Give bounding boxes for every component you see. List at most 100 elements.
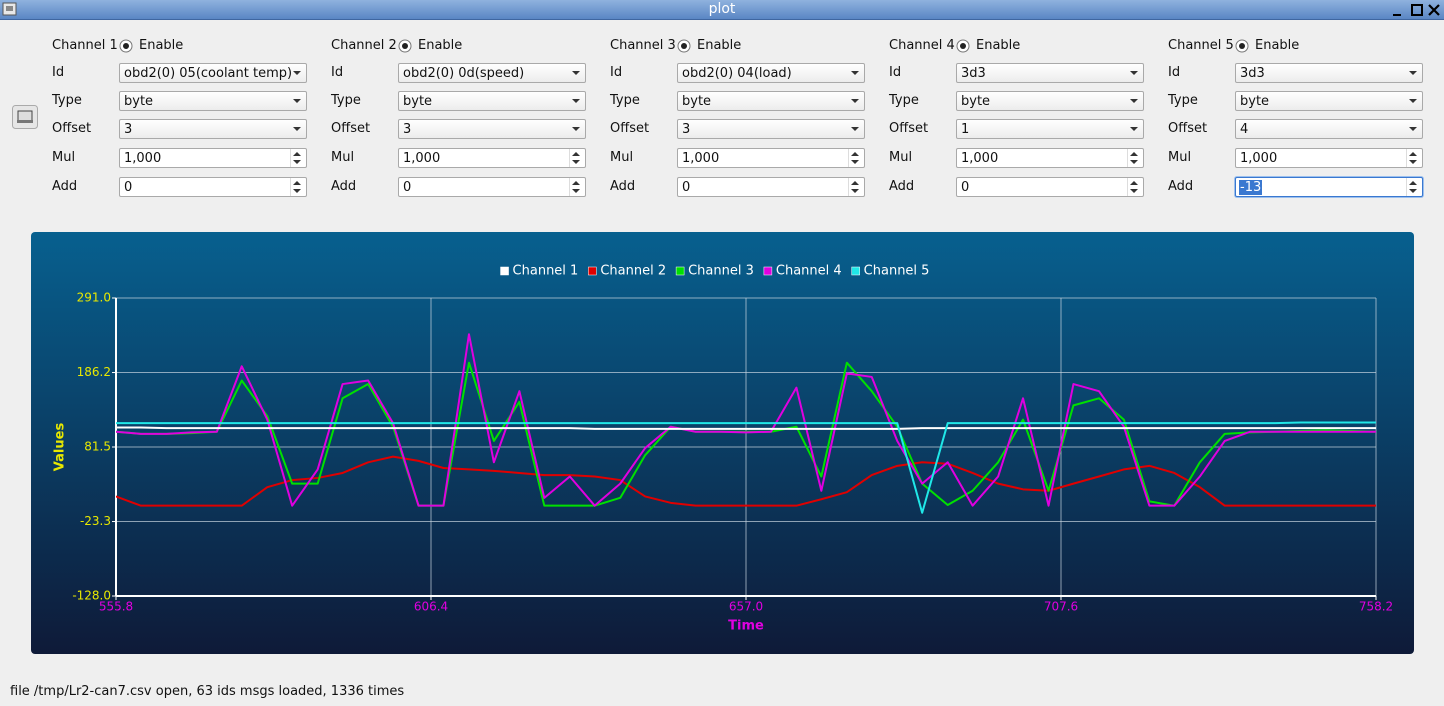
spin-box[interactable]: 1,000 bbox=[677, 148, 865, 168]
arrow-up bbox=[293, 152, 301, 156]
dropdown-arrow bbox=[572, 99, 580, 103]
field-value: 1,000 bbox=[961, 151, 999, 166]
arrow bbox=[293, 127, 301, 131]
spin-box[interactable]: 1,000 bbox=[956, 148, 1144, 168]
field-label: Add bbox=[331, 179, 357, 194]
combo-box[interactable]: 3d3 bbox=[956, 63, 1144, 83]
enable-radio[interactable] bbox=[677, 39, 691, 53]
combo-box[interactable]: 3 bbox=[119, 119, 307, 139]
legend: Channel 1 Channel 2 Channel 3 Channel 4 Chan… bbox=[500, 264, 930, 279]
arrow-down bbox=[1409, 160, 1417, 164]
field-label: Id bbox=[331, 65, 344, 80]
arrow-up bbox=[1409, 152, 1417, 156]
arrow-down bbox=[293, 189, 301, 193]
y-axis-title: Values bbox=[53, 423, 68, 472]
spin-box[interactable]: 0 bbox=[677, 177, 865, 197]
enable-label: Enable bbox=[139, 38, 184, 53]
arrow-up bbox=[293, 181, 301, 185]
field-label: Mul bbox=[1168, 150, 1192, 165]
chart: -128.0 -23.3 81.5 186.2 291.0 555.8 606.4 657.0… bbox=[31, 232, 1414, 654]
spin-arrows bbox=[569, 178, 580, 196]
x-tick-label: 707.6 bbox=[1044, 600, 1078, 614]
legend-swatch bbox=[675, 266, 685, 276]
y-tick-label: 291.0 bbox=[77, 291, 111, 305]
combo-box[interactable]: 3 bbox=[398, 119, 586, 139]
field-label: Type bbox=[1168, 93, 1198, 108]
spin-arrows bbox=[848, 178, 859, 196]
field-value: byte bbox=[682, 94, 712, 109]
field-value: 0 bbox=[961, 180, 970, 195]
field-label: Offset bbox=[610, 121, 650, 136]
arrow-up bbox=[851, 181, 859, 185]
combo-box[interactable]: obd2(0) 05(coolant temp) bbox=[119, 63, 307, 83]
spin-box[interactable]: 1,000 bbox=[398, 148, 586, 168]
combo-box[interactable]: 3d3 bbox=[1235, 63, 1423, 83]
field-label: Offset bbox=[52, 121, 92, 136]
dropdown-arrow bbox=[1130, 99, 1138, 103]
dropdown-arrow bbox=[572, 71, 580, 75]
legend-label: Channel 4 bbox=[776, 264, 842, 279]
y-tick-label: -23.3 bbox=[80, 514, 111, 528]
enable-radio[interactable] bbox=[119, 39, 133, 53]
combo-box[interactable]: obd2(0) 0d(speed) bbox=[398, 63, 586, 83]
field-value: 1,000 bbox=[1240, 151, 1278, 166]
y-tick-label: 186.2 bbox=[77, 365, 111, 379]
series-line bbox=[116, 421, 1376, 514]
spin-box[interactable]: 0 bbox=[398, 177, 586, 197]
spin-box[interactable]: 1,000 bbox=[1235, 148, 1423, 168]
arrow bbox=[1130, 71, 1138, 75]
radio-dot bbox=[1239, 43, 1245, 49]
field-value: 3 bbox=[403, 122, 412, 137]
dropdown-arrow bbox=[851, 99, 859, 103]
legend-label: Channel 1 bbox=[513, 264, 579, 279]
combo-box[interactable]: obd2(0) 04(load) bbox=[677, 63, 865, 83]
dropdown-arrow bbox=[1409, 71, 1417, 75]
field-label: Offset bbox=[1168, 121, 1208, 136]
combo-box[interactable]: 3 bbox=[677, 119, 865, 139]
icon-button[interactable] bbox=[12, 105, 38, 129]
radio-dot bbox=[960, 43, 966, 49]
spin-box[interactable]: -13 bbox=[1235, 177, 1423, 197]
field-label: Mul bbox=[889, 150, 913, 165]
y-tick-label: 81.5 bbox=[84, 440, 111, 454]
field-label: Type bbox=[889, 93, 919, 108]
spin-box[interactable]: 0 bbox=[956, 177, 1144, 197]
field-label: Add bbox=[52, 179, 78, 194]
title-bar: plot bbox=[0, 0, 1444, 20]
field-value: 3 bbox=[124, 122, 133, 137]
enable-label: Enable bbox=[976, 38, 1021, 53]
field-label: Mul bbox=[610, 150, 634, 165]
arrow-up bbox=[851, 152, 859, 156]
arrow-up bbox=[1130, 152, 1138, 156]
combo-box[interactable]: byte bbox=[677, 91, 865, 111]
spin-box[interactable]: 0 bbox=[119, 177, 307, 197]
field-label: Mul bbox=[331, 150, 355, 165]
field-value: obd2(0) 0d(speed) bbox=[403, 66, 525, 81]
arrow bbox=[851, 127, 859, 131]
combo-box[interactable]: byte bbox=[398, 91, 586, 111]
spin-box[interactable]: 1,000 bbox=[119, 148, 307, 168]
legend-label: Channel 2 bbox=[600, 264, 666, 279]
combo-box[interactable]: byte bbox=[1235, 91, 1423, 111]
enable-radio[interactable] bbox=[398, 39, 412, 53]
legend-label: Channel 5 bbox=[864, 264, 930, 279]
field-label: Mul bbox=[52, 150, 76, 165]
series-line bbox=[116, 426, 1376, 430]
arrow bbox=[572, 127, 580, 131]
enable-radio[interactable] bbox=[1235, 39, 1249, 53]
arrow-down bbox=[1409, 189, 1417, 193]
field-value: obd2(0) 05(coolant temp) bbox=[124, 66, 293, 81]
enable-radio[interactable] bbox=[956, 39, 970, 53]
spin-arrows bbox=[848, 149, 859, 167]
arrow bbox=[1409, 71, 1417, 75]
field-value: 3d3 bbox=[961, 66, 986, 81]
arrow bbox=[851, 99, 859, 103]
x-tick-label: 758.2 bbox=[1359, 600, 1393, 614]
arrow-down bbox=[293, 160, 301, 164]
combo-box[interactable]: 4 bbox=[1235, 119, 1423, 139]
window-controls[interactable] bbox=[1390, 2, 1444, 18]
combo-box[interactable]: byte bbox=[119, 91, 307, 111]
enable-label: Enable bbox=[418, 38, 463, 53]
combo-box[interactable]: byte bbox=[956, 91, 1144, 111]
combo-box[interactable]: 1 bbox=[956, 119, 1144, 139]
